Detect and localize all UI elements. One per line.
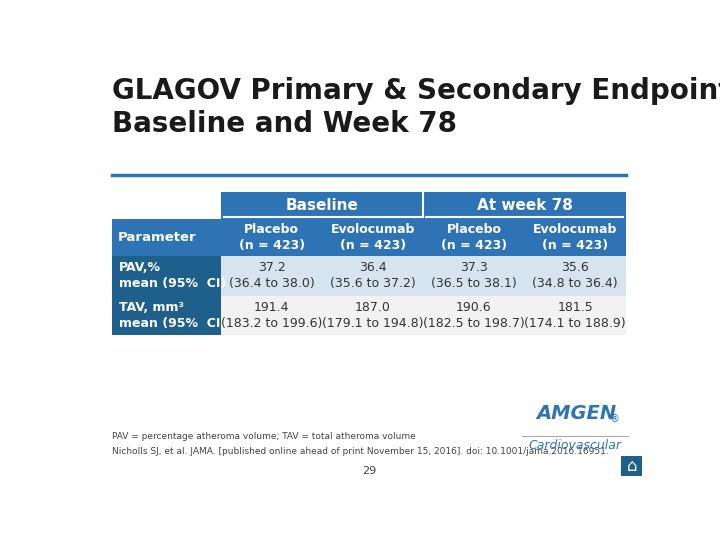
Text: Parameter: Parameter (118, 231, 197, 244)
FancyBboxPatch shape (112, 219, 221, 256)
Text: AMGEN: AMGEN (536, 404, 617, 423)
Text: PAV = percentage atheroma volume; TAV = total atheroma volume: PAV = percentage atheroma volume; TAV = … (112, 432, 416, 441)
Text: 190.6
(182.5 to 198.7): 190.6 (182.5 to 198.7) (423, 301, 525, 330)
FancyBboxPatch shape (423, 295, 525, 335)
Text: PAV,%
mean (95%  CI): PAV,% mean (95% CI) (119, 261, 226, 291)
Text: At week 78: At week 78 (477, 198, 572, 213)
Text: ⌂: ⌂ (626, 457, 637, 475)
Text: TAV, mm³
mean (95%  CI): TAV, mm³ mean (95% CI) (119, 301, 226, 330)
Text: 191.4
(183.2 to 199.6): 191.4 (183.2 to 199.6) (221, 301, 323, 330)
Text: ®: ® (610, 414, 620, 424)
FancyBboxPatch shape (525, 256, 626, 295)
Text: GLAGOV Primary & Secondary Endpoints at
Baseline and Week 78: GLAGOV Primary & Secondary Endpoints at … (112, 77, 720, 138)
Text: Evolocumab
(n = 423): Evolocumab (n = 423) (533, 223, 617, 252)
Text: Cardiovascular: Cardiovascular (529, 439, 622, 452)
Text: Placebo
(n = 423): Placebo (n = 423) (238, 223, 305, 252)
Text: 29: 29 (362, 465, 376, 476)
FancyBboxPatch shape (221, 256, 323, 295)
Text: 35.6
(34.8 to 36.4): 35.6 (34.8 to 36.4) (532, 261, 618, 291)
Text: Nicholls SJ, et al. JAMA. [published online ahead of print November 15, 2016]. d: Nicholls SJ, et al. JAMA. [published onl… (112, 447, 609, 456)
FancyBboxPatch shape (221, 295, 323, 335)
FancyBboxPatch shape (323, 256, 423, 295)
FancyBboxPatch shape (323, 219, 423, 256)
FancyBboxPatch shape (221, 192, 423, 219)
Text: 36.4
(35.6 to 37.2): 36.4 (35.6 to 37.2) (330, 261, 415, 291)
FancyBboxPatch shape (621, 456, 642, 476)
FancyBboxPatch shape (323, 295, 423, 335)
Text: 37.3
(36.5 to 38.1): 37.3 (36.5 to 38.1) (431, 261, 517, 291)
Text: Evolocumab
(n = 423): Evolocumab (n = 423) (330, 223, 415, 252)
FancyBboxPatch shape (423, 256, 525, 295)
FancyBboxPatch shape (112, 256, 221, 295)
FancyBboxPatch shape (423, 192, 626, 219)
FancyBboxPatch shape (423, 219, 525, 256)
FancyBboxPatch shape (221, 219, 323, 256)
FancyBboxPatch shape (525, 219, 626, 256)
Text: 181.5
(174.1 to 188.9): 181.5 (174.1 to 188.9) (524, 301, 626, 330)
FancyBboxPatch shape (112, 295, 221, 335)
FancyBboxPatch shape (525, 295, 626, 335)
Text: 37.2
(36.4 to 38.0): 37.2 (36.4 to 38.0) (229, 261, 315, 291)
Text: Placebo
(n = 423): Placebo (n = 423) (441, 223, 507, 252)
Text: 187.0
(179.1 to 194.8): 187.0 (179.1 to 194.8) (322, 301, 423, 330)
Text: Baseline: Baseline (286, 198, 359, 213)
